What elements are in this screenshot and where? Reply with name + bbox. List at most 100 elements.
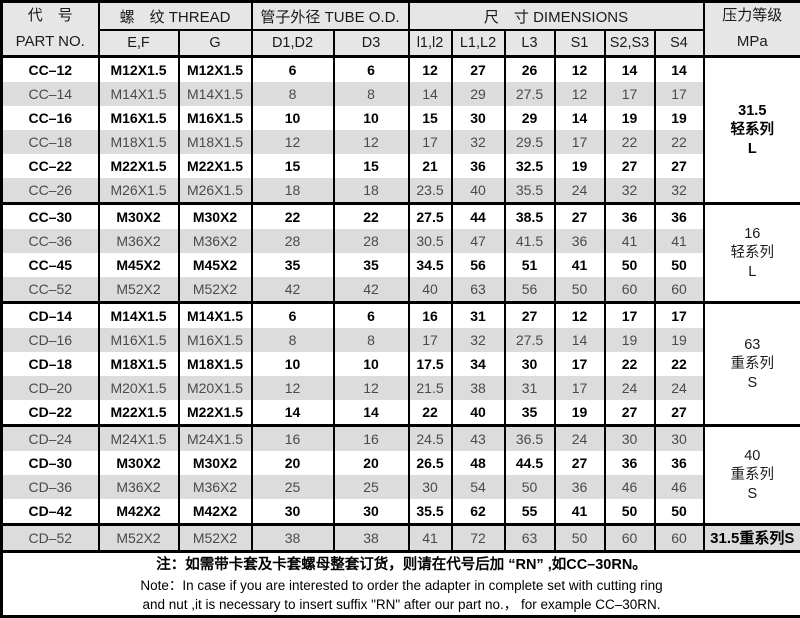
cell-s1: 41 bbox=[555, 499, 605, 525]
cell-s1: 14 bbox=[555, 106, 605, 130]
cell-s23: 32 bbox=[605, 178, 655, 204]
cell-s23: 14 bbox=[605, 57, 655, 83]
col-header-s23: S2,S3 bbox=[605, 30, 655, 56]
cell-d3: 22 bbox=[334, 204, 409, 230]
cell-g: M14X1.5 bbox=[179, 82, 252, 106]
col-header-g: G bbox=[179, 30, 252, 56]
cell-part: CC–14 bbox=[2, 82, 99, 106]
cell-L3: 35 bbox=[505, 400, 555, 426]
part-no-label-cn: 代 号 bbox=[3, 3, 98, 29]
cell-l12: 12 bbox=[409, 57, 452, 83]
cell-g: M16X1.5 bbox=[179, 328, 252, 352]
cell-s23: 60 bbox=[605, 525, 655, 552]
cell-L3: 50 bbox=[505, 475, 555, 499]
cell-L12: 40 bbox=[452, 400, 505, 426]
cell-l12: 21.5 bbox=[409, 376, 452, 400]
pressure-unit-label: MPa bbox=[705, 29, 800, 55]
cell-L12: 30 bbox=[452, 106, 505, 130]
cell-L3: 31 bbox=[505, 376, 555, 400]
cell-s1: 17 bbox=[555, 352, 605, 376]
cell-g: M12X1.5 bbox=[179, 57, 252, 83]
cell-ef: M14X1.5 bbox=[99, 82, 179, 106]
col-header-part-no: 代 号 PART NO. bbox=[2, 2, 99, 57]
pressure-class-line: 40 bbox=[705, 447, 800, 466]
cell-s4: 19 bbox=[655, 328, 704, 352]
cell-L3: 44.5 bbox=[505, 451, 555, 475]
cell-d3: 14 bbox=[334, 400, 409, 426]
cell-g: M30X2 bbox=[179, 204, 252, 230]
catalog-page: 代 号 PART NO. 螺 纹 THREAD 管子外径 TUBE O.D. 尺… bbox=[0, 0, 800, 604]
cell-d3: 8 bbox=[334, 82, 409, 106]
cell-l12: 17 bbox=[409, 130, 452, 154]
cell-ef: M30X2 bbox=[99, 451, 179, 475]
cell-l12: 14 bbox=[409, 82, 452, 106]
col-header-d12: D1,D2 bbox=[252, 30, 334, 56]
cell-s4: 41 bbox=[655, 229, 704, 253]
cell-s23: 36 bbox=[605, 451, 655, 475]
cell-l12: 30 bbox=[409, 475, 452, 499]
cell-g: M18X1.5 bbox=[179, 352, 252, 376]
cell-s4: 36 bbox=[655, 204, 704, 230]
cell-L12: 32 bbox=[452, 328, 505, 352]
cell-ef: M36X2 bbox=[99, 229, 179, 253]
note-line-en-2: and nut ,it is necessary to insert suffi… bbox=[3, 595, 800, 614]
cell-g: M42X2 bbox=[179, 499, 252, 525]
cell-g: M30X2 bbox=[179, 451, 252, 475]
pressure-class-line: S bbox=[705, 485, 800, 504]
cell-s23: 30 bbox=[605, 426, 655, 452]
cell-d12: 12 bbox=[252, 130, 334, 154]
cell-g: M45X2 bbox=[179, 253, 252, 277]
col-header-L12: L1,L2 bbox=[452, 30, 505, 56]
cell-g: M22X1.5 bbox=[179, 400, 252, 426]
cell-s1: 36 bbox=[555, 475, 605, 499]
pressure-class-line: 16 bbox=[705, 225, 800, 244]
cell-part: CD–20 bbox=[2, 376, 99, 400]
cell-L12: 47 bbox=[452, 229, 505, 253]
cell-d12: 42 bbox=[252, 277, 334, 303]
cell-s23: 27 bbox=[605, 154, 655, 178]
col-header-s1: S1 bbox=[555, 30, 605, 56]
cell-l12: 23.5 bbox=[409, 178, 452, 204]
cell-L3: 27 bbox=[505, 303, 555, 329]
cell-d12: 30 bbox=[252, 499, 334, 525]
cell-l12: 30.5 bbox=[409, 229, 452, 253]
cell-s23: 27 bbox=[605, 400, 655, 426]
pressure-class-line: S bbox=[705, 374, 800, 393]
cell-L12: 40 bbox=[452, 178, 505, 204]
cell-L3: 41.5 bbox=[505, 229, 555, 253]
cell-s23: 24 bbox=[605, 376, 655, 400]
cell-g: M26X1.5 bbox=[179, 178, 252, 204]
cell-s1: 12 bbox=[555, 82, 605, 106]
cell-s23: 17 bbox=[605, 82, 655, 106]
cell-g: M18X1.5 bbox=[179, 130, 252, 154]
cell-s23: 22 bbox=[605, 352, 655, 376]
cell-d12: 14 bbox=[252, 400, 334, 426]
cell-d3: 15 bbox=[334, 154, 409, 178]
cell-s4: 27 bbox=[655, 400, 704, 426]
cell-L3: 55 bbox=[505, 499, 555, 525]
cell-s4: 60 bbox=[655, 277, 704, 303]
cell-s4: 46 bbox=[655, 475, 704, 499]
pressure-class-line: 31.5 bbox=[705, 102, 800, 121]
cell-s23: 19 bbox=[605, 328, 655, 352]
cell-d12: 20 bbox=[252, 451, 334, 475]
pressure-label-cn: 压力等级 bbox=[705, 3, 800, 29]
cell-s1: 24 bbox=[555, 426, 605, 452]
cell-l12: 15 bbox=[409, 106, 452, 130]
cell-s1: 36 bbox=[555, 229, 605, 253]
cell-ef: M30X2 bbox=[99, 204, 179, 230]
cell-d12: 12 bbox=[252, 376, 334, 400]
cell-d3: 35 bbox=[334, 253, 409, 277]
cell-part: CC–52 bbox=[2, 277, 99, 303]
col-header-L3: L3 bbox=[505, 30, 555, 56]
pressure-class-line: 轻系列 bbox=[705, 121, 800, 140]
cell-s1: 17 bbox=[555, 376, 605, 400]
cell-d3: 38 bbox=[334, 525, 409, 552]
pressure-class-line: L bbox=[705, 263, 800, 282]
